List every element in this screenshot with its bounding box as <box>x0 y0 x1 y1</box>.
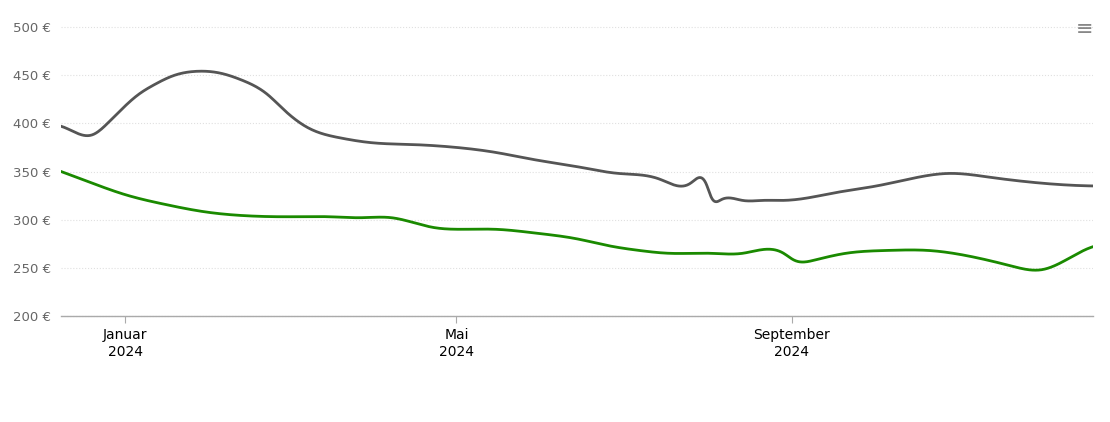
Legend: lose Ware, Sackware: lose Ware, Sackware <box>454 418 700 422</box>
Text: ≡: ≡ <box>1076 19 1093 39</box>
